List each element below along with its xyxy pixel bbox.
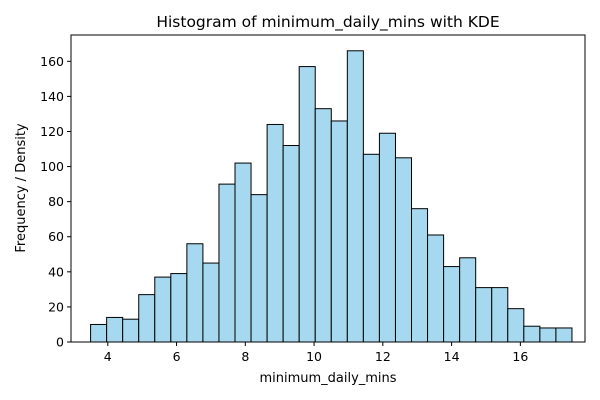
- y-tick-label: 60: [48, 229, 64, 244]
- histogram-bar: [266, 123, 284, 343]
- y-tick-label: 20: [48, 299, 64, 314]
- histogram-bar: [346, 50, 364, 343]
- y-tick-label: 160: [40, 54, 64, 69]
- histogram-bar: [475, 287, 493, 343]
- x-tick-label: 8: [241, 349, 249, 364]
- histogram-bar: [539, 327, 557, 343]
- x-tick-label: 6: [173, 349, 181, 364]
- histogram-bar: [202, 262, 220, 343]
- histogram-bar: [555, 327, 573, 343]
- histogram-bar: [459, 257, 477, 343]
- histogram-bar: [378, 132, 396, 343]
- histogram-bar: [282, 145, 300, 343]
- bars-group: [90, 50, 573, 343]
- histogram-bar: [122, 318, 140, 343]
- histogram-bar: [362, 153, 380, 343]
- y-tick-label: 0: [56, 335, 64, 350]
- histogram-bar: [138, 294, 156, 343]
- y-tick-label: 80: [48, 194, 64, 209]
- plot-frame: [70, 34, 586, 343]
- histogram-bar: [491, 287, 509, 343]
- histogram-bar: [523, 325, 541, 343]
- histogram-bar: [90, 323, 108, 343]
- x-tick-label: 16: [512, 349, 528, 364]
- histogram-bar: [170, 273, 188, 343]
- y-axis-ticks: 0 20 40 60 80 100 120 140 160: [40, 54, 71, 350]
- histogram-bar: [186, 243, 204, 343]
- histogram-bar: [154, 276, 172, 343]
- histogram-bar: [394, 157, 413, 343]
- x-tick-label: 4: [104, 349, 112, 364]
- x-axis-label: minimum_daily_mins: [259, 371, 396, 386]
- y-axis-label: Frequency / Density: [14, 123, 29, 253]
- x-tick-label: 14: [444, 349, 460, 364]
- histogram-bar: [106, 316, 124, 343]
- y-tick-label: 120: [40, 124, 64, 139]
- x-tick-label: 10: [306, 349, 322, 364]
- y-tick-label: 100: [40, 159, 64, 174]
- y-tick-label: 140: [40, 89, 64, 104]
- histogram-bar: [411, 208, 429, 343]
- histogram-bar: [330, 120, 348, 343]
- chart-title: Histogram of minimum_daily_mins with KDE: [156, 13, 499, 32]
- histogram-bar: [234, 162, 252, 343]
- histogram-bar: [427, 234, 445, 343]
- histogram-bar: [507, 308, 525, 343]
- x-axis-ticks: 4 6 8 10 12 14 16: [104, 342, 528, 364]
- histogram-bar: [443, 266, 461, 343]
- histogram-bar: [314, 108, 332, 343]
- x-tick-label: 12: [375, 349, 391, 364]
- histogram-bar: [250, 194, 268, 343]
- histogram-bar: [218, 183, 236, 343]
- histogram-bar: [298, 66, 316, 343]
- y-tick-label: 40: [48, 264, 64, 279]
